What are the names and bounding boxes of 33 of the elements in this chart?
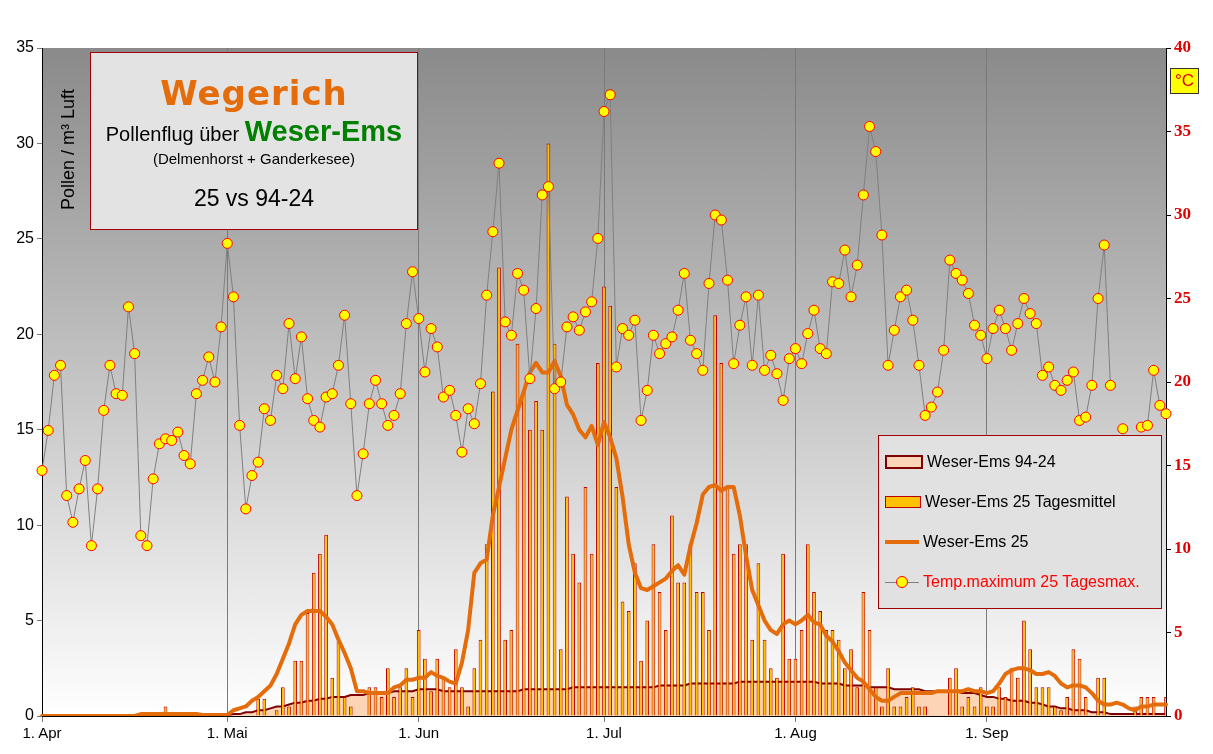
x-tick-label: 1. Jun: [398, 724, 440, 742]
y2-tick-label: 5: [1174, 621, 1183, 641]
y2-tick-label: 0: [1174, 705, 1183, 725]
y-tick-label: 10: [16, 515, 35, 533]
y2-tick-label: 10: [1174, 538, 1191, 558]
annotation: 25 vs 94-24: [192, 185, 316, 212]
x-tick-label: 1. Jul: [586, 724, 622, 742]
x-tick-label: 1. Mai: [206, 724, 248, 742]
y-tick-label: 5: [25, 610, 35, 628]
x-tick-label: 1. Apr: [22, 724, 62, 742]
y-tick-label: 15: [16, 420, 35, 438]
x-tick-label: 1. Aug: [774, 724, 817, 742]
y-tick-label: 25: [16, 229, 35, 247]
annotation: (Delmenhorst + Ganderkesee): [151, 150, 357, 167]
y2-axis-title: °C: [1170, 68, 1200, 94]
y-axis-title: Pollen / m³ Luft: [58, 88, 79, 210]
text: Pollenflug über Weser-Ems: [104, 115, 404, 148]
y2-tick-label: 30: [1174, 204, 1191, 224]
text: Wegerich: [159, 73, 349, 113]
y2-tick-label: 15: [1174, 454, 1191, 474]
legend-label: Temp.maximum 25 Tagesmax.: [923, 573, 1140, 592]
legend-label: Weser-Ems 25: [923, 533, 1029, 552]
y-tick-label: 0: [25, 706, 35, 724]
legend-label: Weser-Ems 94-24: [927, 453, 1056, 472]
y-tick-label: 35: [16, 38, 35, 56]
y2-tick-label: 20: [1174, 371, 1191, 391]
legend-label: Weser-Ems 25 Tagesmittel: [925, 493, 1116, 512]
y2-tick-label: 40: [1174, 37, 1191, 57]
x-tick-label: 1. Sep: [965, 724, 1009, 742]
y2-tick-label: 25: [1174, 287, 1191, 307]
y2-tick-label: 35: [1174, 120, 1191, 140]
y-tick-label: 20: [16, 324, 35, 342]
y-tick-label: 30: [16, 133, 35, 151]
